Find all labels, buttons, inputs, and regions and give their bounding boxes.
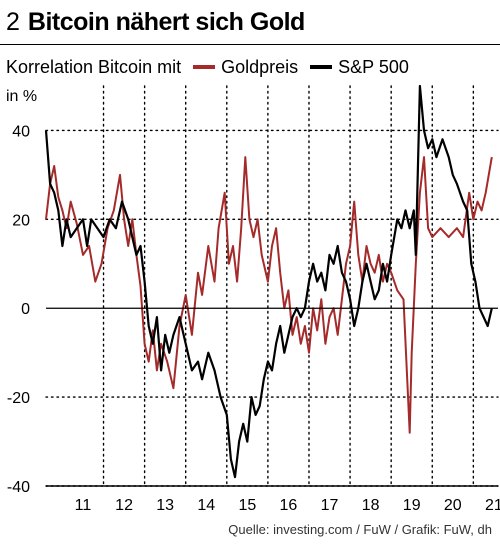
legend-item-gold: Goldpreis (221, 57, 299, 77)
x-tick-label: 14 (197, 497, 215, 514)
y-tick-label: 0 (21, 301, 30, 318)
legend: Korrelation Bitcoin mit Goldpreis S&P 50… (6, 55, 409, 79)
x-tick-label: 18 (362, 497, 380, 514)
x-tick-label: 13 (156, 497, 174, 514)
source-note: Quelle: investing.com / FuW / Grafik: Fu… (228, 522, 492, 537)
series-line-gold (45, 156, 493, 434)
x-tick-label: 20 (444, 497, 462, 514)
y-tick-label: 20 (12, 212, 30, 229)
x-tick-label: 19 (403, 497, 421, 514)
y-tick-label: 40 (12, 123, 30, 140)
chart-number: 2 (6, 8, 20, 36)
y-tick-label: -20 (7, 390, 30, 407)
x-tick-label: 21 (485, 497, 500, 514)
x-tick-label: 12 (115, 497, 133, 514)
x-tick-label: 17 (321, 497, 339, 514)
chart-title-text: Bitcoin nähert sich Gold (27, 8, 305, 36)
legend-swatch-gold (193, 65, 216, 69)
legend-swatch-sp500 (310, 65, 333, 69)
legend-label: Korrelation Bitcoin mit (6, 57, 182, 77)
legend-item-sp500: S&P 500 (338, 57, 409, 77)
title-rule (0, 44, 500, 45)
x-tick-label: 11 (75, 497, 92, 514)
chart-title: 2 Bitcoin nähert sich Gold (6, 6, 305, 38)
series-line-sp500 (44, 84, 493, 479)
y-tick-label: -40 (7, 479, 30, 496)
y-axis-unit: in % (6, 88, 38, 105)
x-tick-label: 16 (280, 497, 298, 514)
x-tick-label: 15 (238, 497, 256, 514)
